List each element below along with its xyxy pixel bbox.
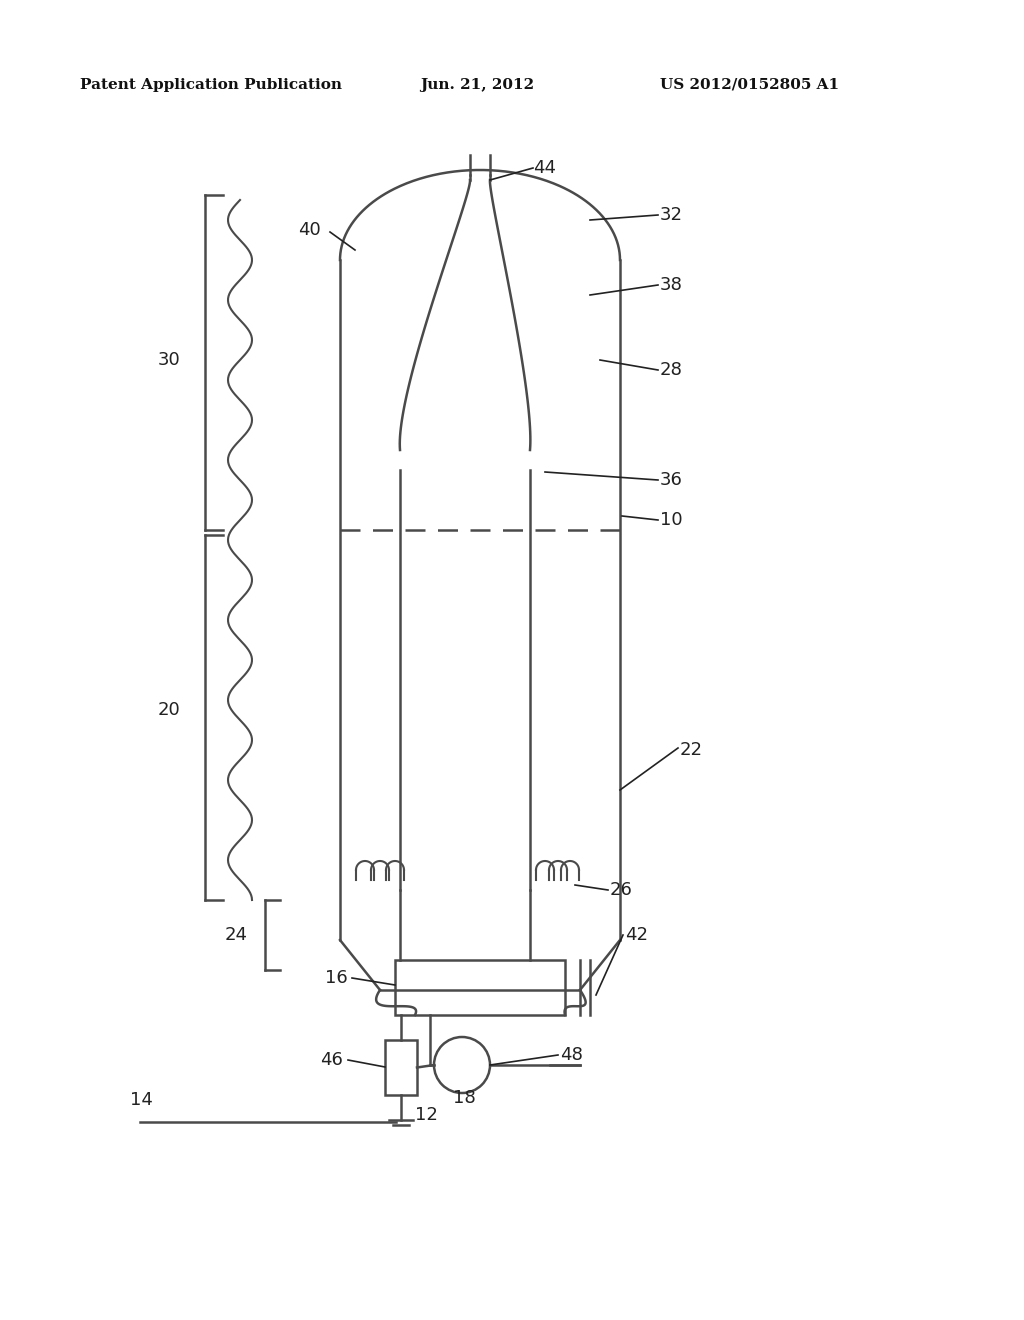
Text: 24: 24 <box>225 927 248 944</box>
Circle shape <box>434 1038 490 1093</box>
Text: 46: 46 <box>319 1051 343 1069</box>
Text: 18: 18 <box>453 1089 476 1107</box>
Text: 12: 12 <box>415 1106 438 1125</box>
Text: 26: 26 <box>610 880 633 899</box>
Text: Patent Application Publication: Patent Application Publication <box>80 78 342 92</box>
Text: 42: 42 <box>625 927 648 944</box>
Text: 28: 28 <box>660 360 683 379</box>
Bar <box>385 1040 417 1096</box>
Text: 22: 22 <box>680 741 703 759</box>
Text: 14: 14 <box>130 1092 153 1109</box>
Text: Jun. 21, 2012: Jun. 21, 2012 <box>420 78 535 92</box>
Text: 48: 48 <box>560 1045 583 1064</box>
Text: US 2012/0152805 A1: US 2012/0152805 A1 <box>660 78 839 92</box>
Text: 20: 20 <box>158 701 181 719</box>
Text: 32: 32 <box>660 206 683 224</box>
Text: 40: 40 <box>298 220 321 239</box>
Text: 16: 16 <box>325 969 348 987</box>
Bar <box>395 960 565 1015</box>
Text: 36: 36 <box>660 471 683 488</box>
Text: 30: 30 <box>158 351 181 370</box>
Text: 38: 38 <box>660 276 683 294</box>
Text: 44: 44 <box>534 158 556 177</box>
Text: 10: 10 <box>660 511 683 529</box>
